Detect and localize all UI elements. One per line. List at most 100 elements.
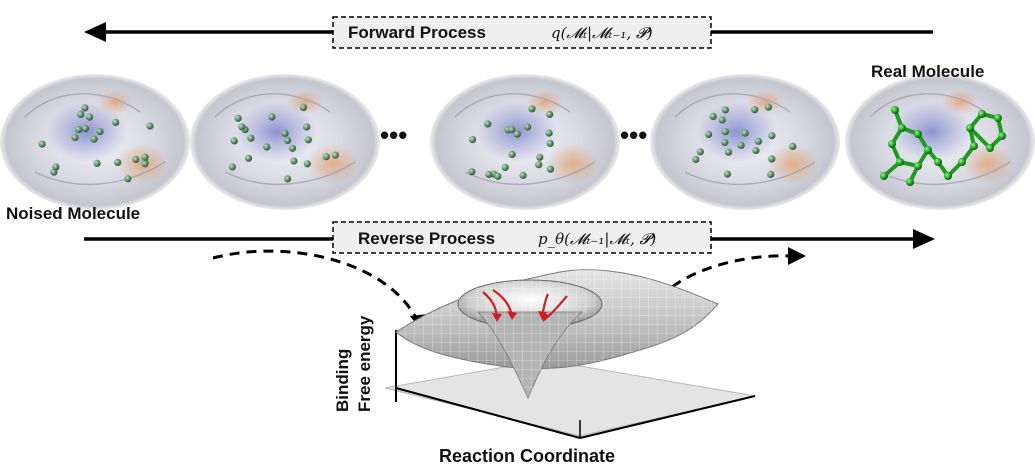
noised-atom bbox=[508, 150, 516, 158]
noised-atom bbox=[81, 104, 89, 112]
real-molecule-atom bbox=[888, 140, 896, 148]
real-molecule-atom bbox=[958, 158, 966, 166]
noised-atom bbox=[494, 172, 502, 180]
real-molecule-atom bbox=[986, 144, 994, 152]
forward-process-label: Forward Process bbox=[348, 23, 486, 42]
pocket-noised-2 bbox=[190, 74, 380, 210]
noised-atom bbox=[508, 126, 516, 134]
noised-atom bbox=[485, 170, 493, 179]
noised-atom bbox=[304, 136, 312, 144]
real-molecule-atom bbox=[944, 172, 952, 180]
reverse-process-label: Reverse Process bbox=[358, 229, 495, 248]
noised-atom bbox=[721, 106, 730, 114]
real-molecule-atom bbox=[966, 124, 974, 132]
noised-atom bbox=[247, 134, 255, 142]
real-molecule-atom bbox=[914, 130, 922, 138]
noised-atom bbox=[124, 175, 132, 183]
real-molecule-atom bbox=[891, 106, 899, 114]
noised-atom bbox=[692, 155, 700, 164]
noised-atom bbox=[86, 113, 94, 121]
noised-atom bbox=[234, 114, 242, 122]
dashed-arrow-left bbox=[212, 249, 428, 332]
noised-atom bbox=[545, 129, 553, 137]
real-molecule-atom bbox=[924, 146, 932, 154]
real-molecule-atom bbox=[978, 110, 986, 118]
noised-atom bbox=[723, 170, 732, 178]
noised-atom bbox=[764, 103, 773, 111]
noised-atom bbox=[724, 148, 733, 156]
noised-atom bbox=[754, 137, 763, 145]
noised-atom bbox=[546, 110, 554, 118]
noised-atom bbox=[38, 140, 46, 148]
pocket-row bbox=[0, 74, 1035, 210]
noised-atom bbox=[230, 137, 238, 145]
ellipsis-left: ••• bbox=[380, 120, 407, 150]
noised-atom bbox=[90, 135, 98, 143]
noised-atom bbox=[484, 120, 492, 128]
noised-atom bbox=[721, 138, 729, 146]
real-molecule-atom bbox=[906, 178, 914, 186]
y-axis-label-line2: Free energy bbox=[355, 315, 374, 412]
x-axis-label: Reaction Coordinate bbox=[439, 446, 615, 466]
noised-atom bbox=[536, 153, 544, 161]
noised-atom bbox=[524, 123, 532, 131]
noised-atom bbox=[284, 136, 292, 145]
noised-atom bbox=[112, 118, 120, 126]
noised-atom bbox=[71, 133, 79, 142]
noised-atom bbox=[768, 132, 776, 140]
y-axis-label-line1: Binding bbox=[333, 349, 352, 412]
noised-atom bbox=[299, 103, 308, 111]
real-molecule-atom bbox=[970, 142, 978, 150]
noised-atom bbox=[268, 113, 276, 121]
noised-atom bbox=[93, 159, 101, 167]
noised-atom bbox=[718, 116, 726, 124]
reverse-process-box: Reverse Process p_θ(𝓜ₜ₋₁|𝓜ₜ, 𝓟) bbox=[332, 221, 712, 254]
noised-atom bbox=[77, 110, 85, 118]
noised-atom bbox=[263, 143, 271, 151]
noised-atom bbox=[709, 112, 717, 120]
noised-atom bbox=[752, 146, 760, 155]
ellipsis-right: ••• bbox=[620, 120, 647, 150]
noised-atom bbox=[238, 123, 246, 131]
dashed-arrow-right bbox=[648, 247, 806, 313]
noised-atom bbox=[331, 151, 339, 159]
noised-atom bbox=[141, 153, 149, 161]
pocket-noised-1 bbox=[0, 74, 190, 210]
pocket-noised-3 bbox=[430, 74, 620, 210]
noised-atom bbox=[546, 139, 554, 147]
noised-atom bbox=[469, 136, 477, 144]
real-molecule-atom bbox=[998, 132, 1006, 140]
noised-atom bbox=[705, 130, 713, 138]
noised-atom bbox=[768, 155, 776, 163]
noised-molecule-label: Noised Molecule bbox=[6, 204, 140, 223]
noised-atom bbox=[322, 153, 330, 161]
noised-atom bbox=[290, 157, 298, 165]
noised-atom bbox=[737, 141, 745, 149]
noised-atom bbox=[228, 163, 236, 171]
noised-atom bbox=[114, 158, 122, 166]
noised-atom bbox=[75, 126, 83, 134]
noised-atom bbox=[132, 155, 140, 164]
noised-atom bbox=[546, 165, 555, 173]
noised-atom bbox=[303, 160, 311, 168]
real-molecule-label: Real Molecule bbox=[871, 62, 984, 81]
noised-atom bbox=[721, 128, 730, 136]
noised-atom bbox=[245, 154, 253, 162]
reverse-process-formula: p_θ(𝓜ₜ₋₁|𝓜ₜ, 𝓟) bbox=[538, 230, 656, 248]
noised-atom bbox=[789, 142, 797, 150]
pocket-real bbox=[845, 74, 1035, 210]
energy-landscape bbox=[384, 269, 756, 439]
noised-atom bbox=[535, 161, 543, 169]
noised-atom bbox=[519, 171, 527, 179]
noised-atom bbox=[288, 144, 297, 152]
real-molecule-atom bbox=[896, 158, 904, 166]
forward-process-formula: q(𝓜ₜ|𝓜ₜ₋₁, 𝓟) bbox=[551, 24, 653, 42]
noised-atom bbox=[696, 148, 704, 156]
noised-atom bbox=[741, 129, 749, 137]
noised-atom bbox=[767, 170, 775, 178]
real-molecule-atom bbox=[880, 172, 888, 180]
real-molecule-atom bbox=[994, 114, 1002, 122]
real-molecule-atom bbox=[898, 124, 906, 132]
forward-process-box: Forward Process q(𝓜ₜ|𝓜ₜ₋₁, 𝓟) bbox=[332, 16, 712, 49]
